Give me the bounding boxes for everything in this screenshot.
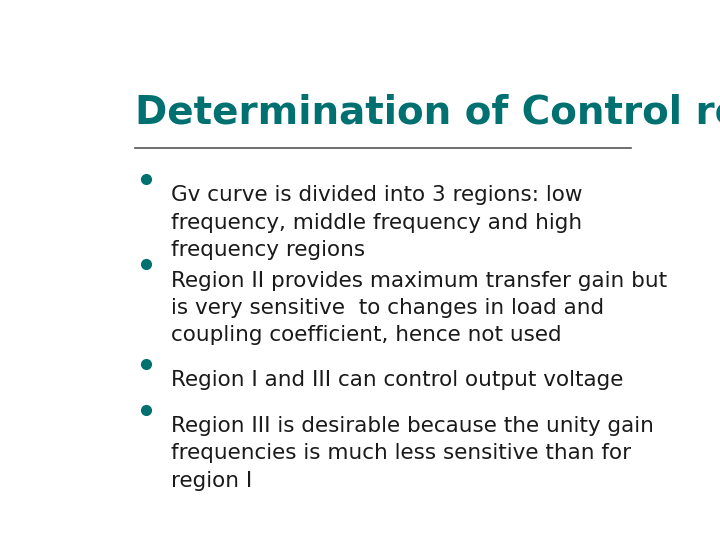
Text: Determination of Control region: Determination of Control region (135, 94, 720, 132)
Text: Gv curve is divided into 3 regions: low
frequency, middle frequency and high
fre: Gv curve is divided into 3 regions: low … (171, 185, 582, 260)
Text: Region I and III can control output voltage: Region I and III can control output volt… (171, 370, 624, 390)
Text: Region III is desirable because the unity gain
frequencies is much less sensitiv: Region III is desirable because the unit… (171, 416, 654, 490)
Text: Region II provides maximum transfer gain but
is very sensitive  to changes in lo: Region II provides maximum transfer gain… (171, 271, 667, 345)
